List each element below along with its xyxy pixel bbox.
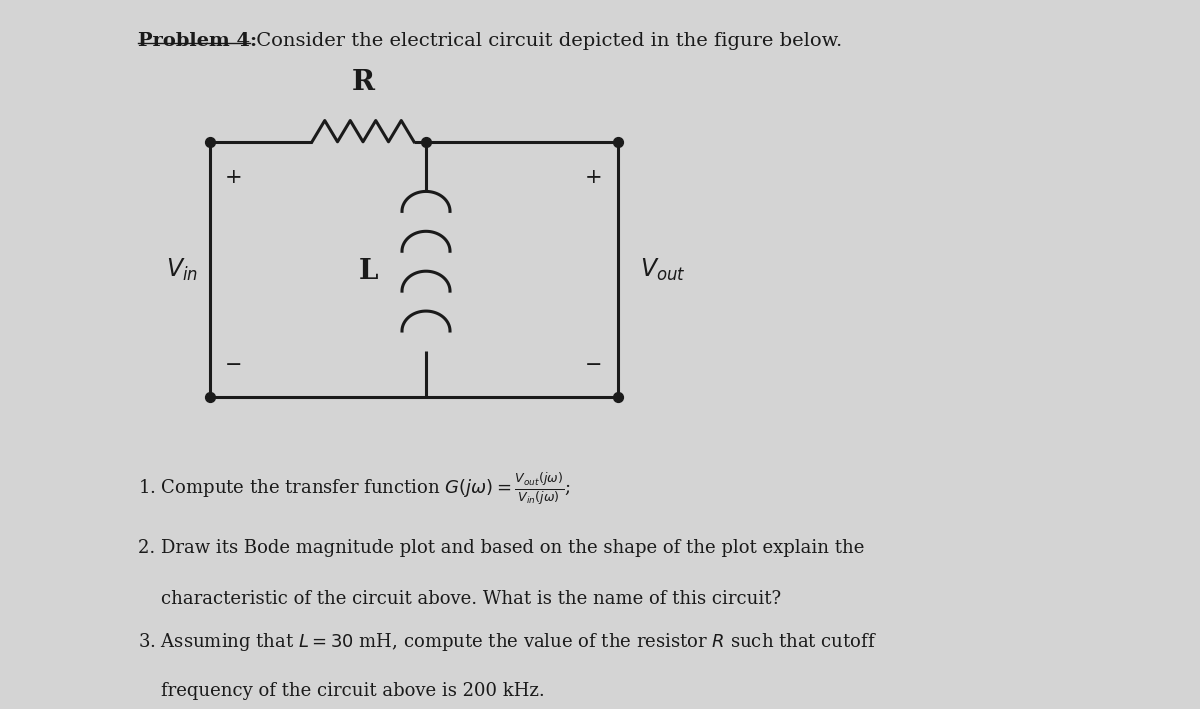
Text: Consider the electrical circuit depicted in the figure below.: Consider the electrical circuit depicted… xyxy=(250,32,842,50)
Text: +: + xyxy=(586,168,602,186)
Text: $V_{in}$: $V_{in}$ xyxy=(166,257,198,282)
Text: −: − xyxy=(586,356,602,374)
Text: −: − xyxy=(226,356,242,374)
Point xyxy=(608,136,628,147)
Text: frequency of the circuit above is 200 kHz.: frequency of the circuit above is 200 kH… xyxy=(138,682,545,700)
Point xyxy=(200,136,220,147)
Text: characteristic of the circuit above. What is the name of this circuit?: characteristic of the circuit above. Wha… xyxy=(138,590,781,608)
Text: L: L xyxy=(359,257,378,285)
Point xyxy=(200,391,220,403)
Text: R: R xyxy=(352,69,374,96)
Text: +: + xyxy=(226,168,242,186)
Point xyxy=(608,391,628,403)
Point xyxy=(416,136,436,147)
Text: $V_{out}$: $V_{out}$ xyxy=(640,257,685,282)
Text: 2. Draw its Bode magnitude plot and based on the shape of the plot explain the: 2. Draw its Bode magnitude plot and base… xyxy=(138,539,864,557)
Text: 3. Assuming that $L = 30$ mH, compute the value of the resistor $R$ such that cu: 3. Assuming that $L = 30$ mH, compute th… xyxy=(138,631,877,653)
Text: 1. Compute the transfer function $G(j\omega) = \frac{V_{out}(j\omega)}{V_{in}(j\: 1. Compute the transfer function $G(j\om… xyxy=(138,471,570,507)
Text: Problem 4:: Problem 4: xyxy=(138,32,257,50)
